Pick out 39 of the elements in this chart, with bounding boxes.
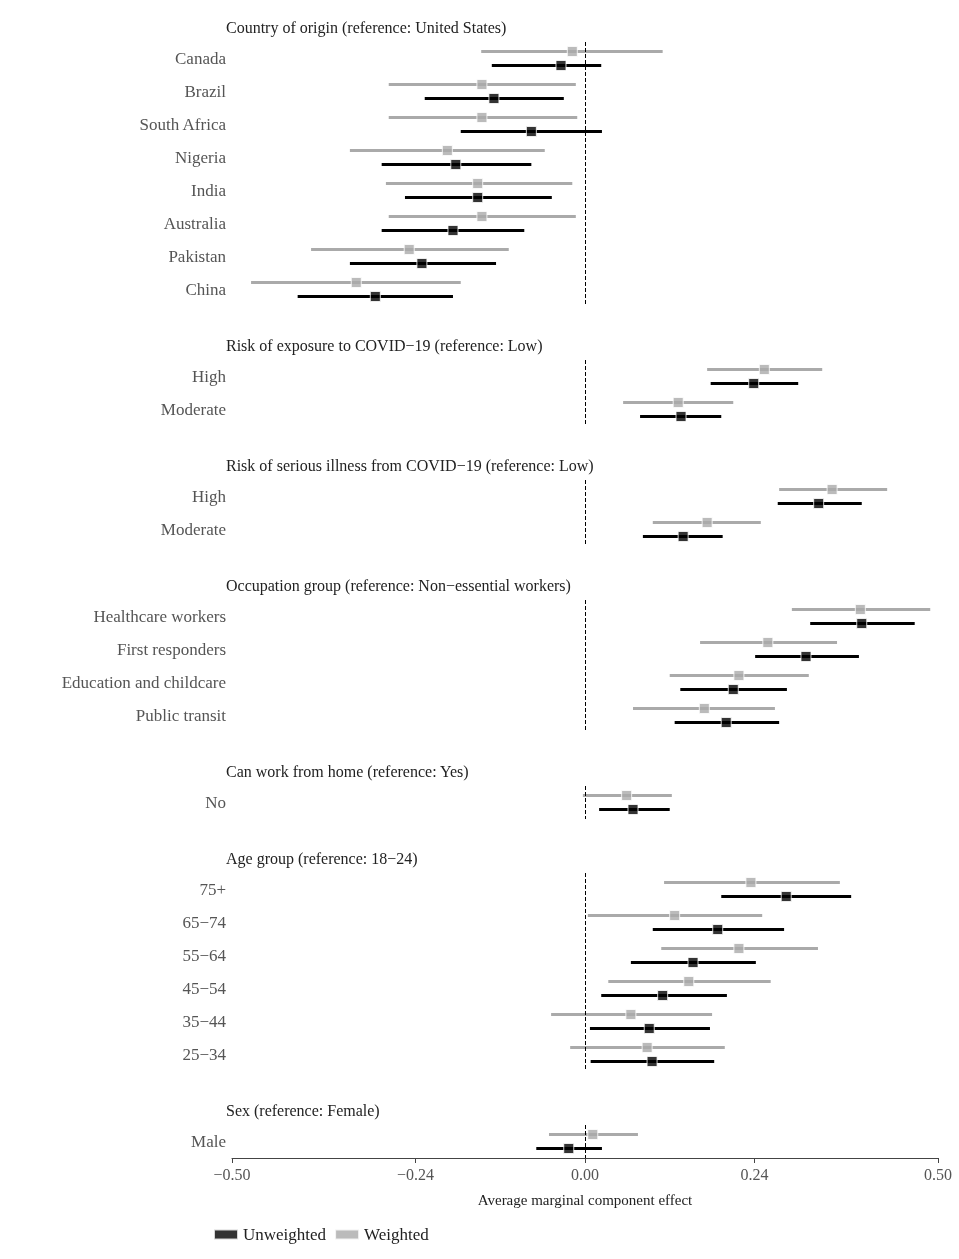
y-tick-label: South Africa bbox=[139, 115, 227, 134]
y-tick-label: 45−54 bbox=[182, 979, 227, 998]
y-tick-label: Education and childcare bbox=[61, 673, 226, 692]
y-tick-label: India bbox=[191, 181, 227, 200]
x-tick-label: 0.00 bbox=[571, 1165, 599, 1183]
chart-title: Occupation group (reference: Non−essential workers) bbox=[226, 576, 571, 595]
y-tick-label: High bbox=[192, 487, 227, 506]
chart-title: Country of origin (reference: United States) bbox=[226, 18, 507, 37]
y-tick-label: China bbox=[185, 280, 227, 299]
y-tick-label: Australia bbox=[163, 214, 227, 233]
legend-label: Weighted bbox=[364, 1225, 430, 1244]
y-tick-label: Public transit bbox=[135, 706, 227, 725]
y-tick-label: Male bbox=[191, 1132, 226, 1151]
y-tick-label: 65−74 bbox=[182, 913, 227, 932]
legend-label: Unweighted bbox=[243, 1225, 327, 1244]
x-tick-label: −0.50 bbox=[213, 1165, 251, 1183]
y-tick-label: Moderate bbox=[160, 520, 226, 539]
y-tick-label: First responders bbox=[116, 640, 226, 659]
chart-title: Risk of exposure to COVID−19 (reference: Low) bbox=[226, 336, 543, 355]
y-tick-label: Healthcare workers bbox=[93, 607, 226, 626]
chart-title: Risk of serious illness from COVID−19 (reference: Low) bbox=[226, 456, 594, 475]
y-tick-label: High bbox=[192, 367, 227, 386]
text: Can work from home (reference: Yes) bbox=[226, 762, 469, 781]
chart-title: Age group (reference: 18−24) bbox=[226, 849, 418, 868]
y-tick-label: Nigeria bbox=[175, 148, 227, 167]
y-tick-label: Canada bbox=[175, 49, 227, 68]
x-axis-title: Average marginal component effect bbox=[477, 1191, 694, 1208]
x-tick-label: 0.50 bbox=[924, 1165, 952, 1183]
y-tick-label: Moderate bbox=[160, 400, 226, 419]
x-tick-label: −0.24 bbox=[397, 1165, 435, 1183]
y-tick-label: 55−64 bbox=[182, 946, 227, 965]
y-tick-label: Brazil bbox=[184, 82, 227, 101]
y-tick-label: 35−44 bbox=[182, 1012, 227, 1031]
y-tick-label: No bbox=[205, 793, 226, 812]
y-tick-label: Pakistan bbox=[168, 247, 227, 266]
text: Sex (reference: Female) bbox=[226, 1101, 380, 1120]
y-tick-label: 75+ bbox=[199, 880, 226, 899]
y-tick-label: 25−34 bbox=[182, 1045, 227, 1064]
x-tick-label: 0.24 bbox=[740, 1165, 769, 1183]
